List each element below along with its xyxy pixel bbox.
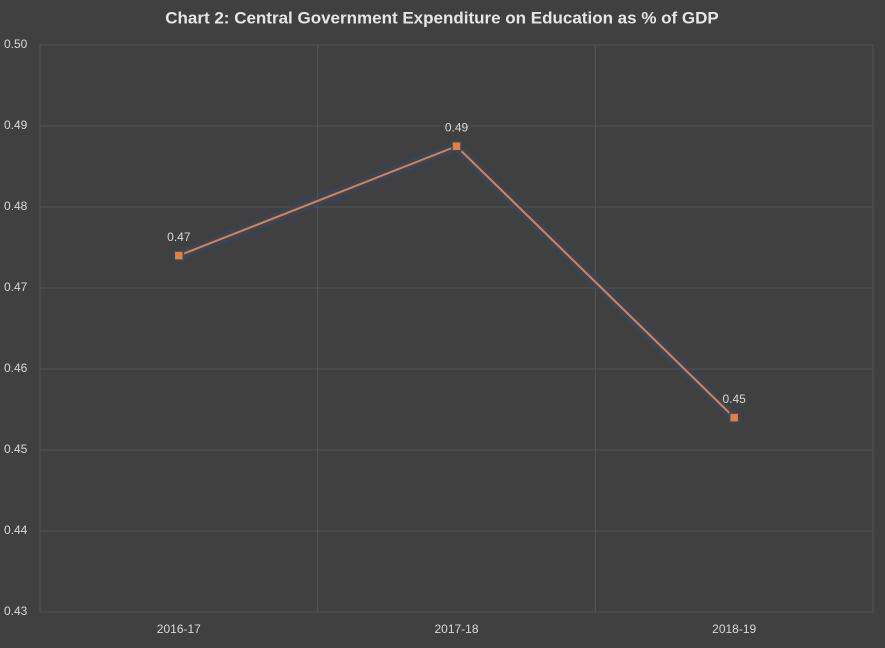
marker: [173, 250, 185, 261]
data-label: 0.45: [722, 392, 746, 406]
x-tick-label: 2016-17: [157, 622, 201, 636]
y-tick-label: 0.43: [4, 604, 28, 618]
marker: [451, 141, 462, 152]
y-tick-label: 0.47: [4, 280, 28, 294]
y-tick-label: 0.45: [4, 442, 28, 456]
chart-title: Chart 2: Central Government Expenditure …: [165, 8, 719, 27]
x-tick-label: 2017-18: [434, 622, 478, 636]
data-label: 0.49: [445, 120, 469, 134]
y-tick-label: 0.48: [4, 199, 28, 213]
y-tick-label: 0.49: [4, 118, 28, 132]
y-tick-label: 0.50: [4, 37, 28, 51]
y-tick-label: 0.46: [4, 361, 28, 375]
y-tick-label: 0.44: [4, 523, 28, 537]
x-tick-label: 2018-19: [712, 622, 756, 636]
marker: [728, 412, 740, 423]
data-label: 0.47: [167, 230, 191, 244]
